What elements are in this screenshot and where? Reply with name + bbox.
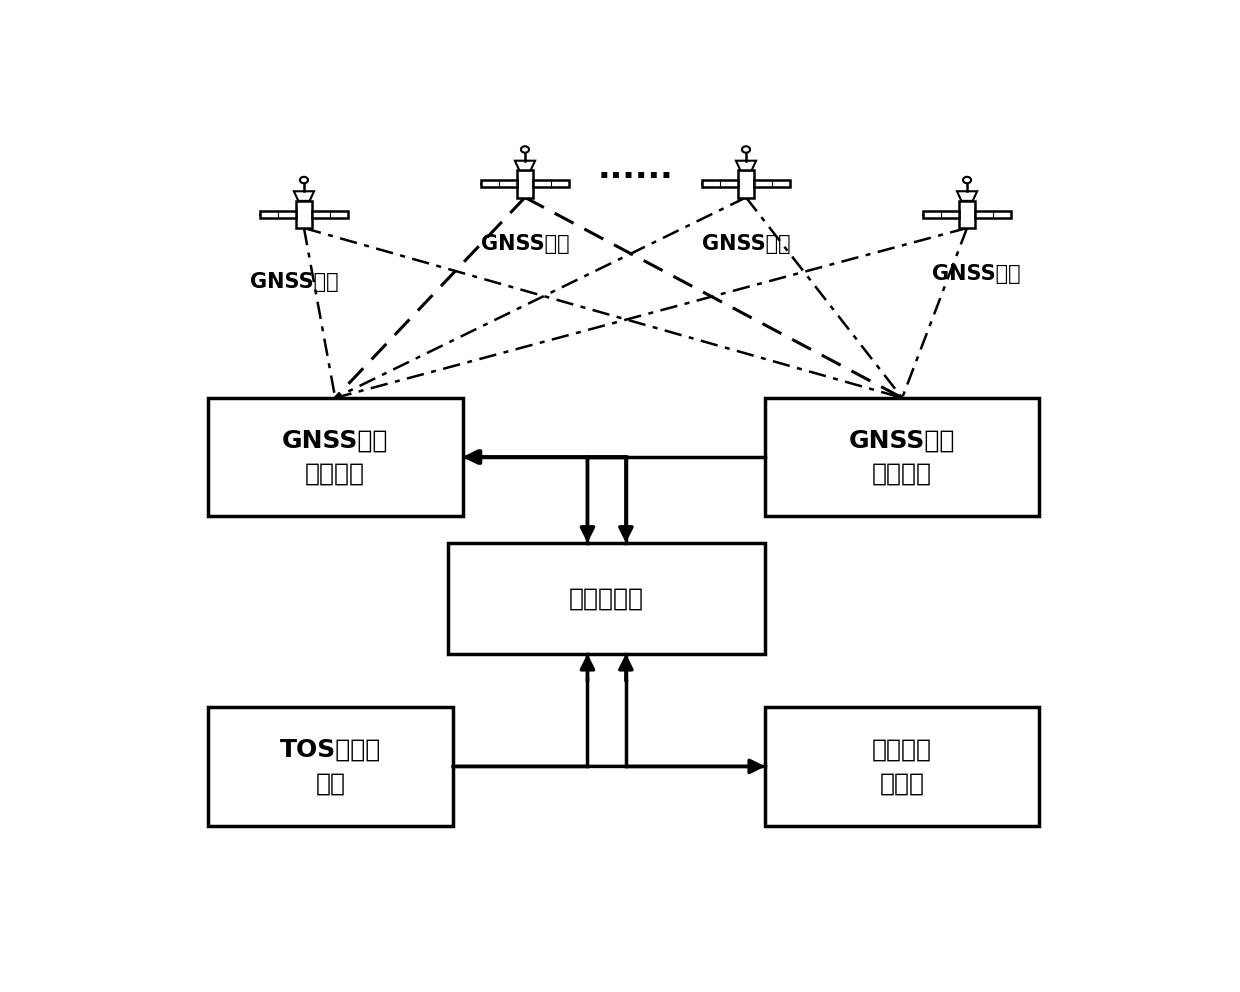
Circle shape [300,177,308,184]
Bar [754,181,790,187]
Text: ......: ...... [598,152,673,186]
Bar [208,398,463,516]
Bar [517,171,533,197]
Bar [448,543,765,654]
Text: GNSS移动
站子系统: GNSS移动 站子系统 [281,429,388,486]
Text: GNSS基准
站子系统: GNSS基准 站子系统 [849,429,955,486]
Bar [311,211,348,218]
Bar [975,211,1011,218]
Bar [533,181,569,187]
Circle shape [963,177,971,184]
Bar [738,171,754,197]
Bar [296,201,311,228]
Bar [923,211,960,218]
Text: GNSS卫星: GNSS卫星 [932,264,1021,284]
Bar [481,181,517,187]
Bar [702,181,738,187]
Bar [765,398,1039,516]
Text: TOS接口子
系统: TOS接口子 系统 [280,738,381,796]
Text: GNSS卫星: GNSS卫星 [702,233,790,254]
Polygon shape [735,161,756,171]
Circle shape [742,146,750,153]
Bar [960,201,975,228]
Text: 中心子系统: 中心子系统 [569,586,644,610]
Bar [765,707,1039,825]
Bar [260,211,296,218]
Text: 调度监控
子系统: 调度监控 子系统 [872,738,932,796]
Bar [208,707,453,825]
Circle shape [521,146,529,153]
Polygon shape [294,191,314,201]
Polygon shape [957,191,977,201]
Polygon shape [515,161,536,171]
Text: GNSS卫星: GNSS卫星 [250,272,339,292]
Text: GNSS卫星: GNSS卫星 [481,233,569,254]
